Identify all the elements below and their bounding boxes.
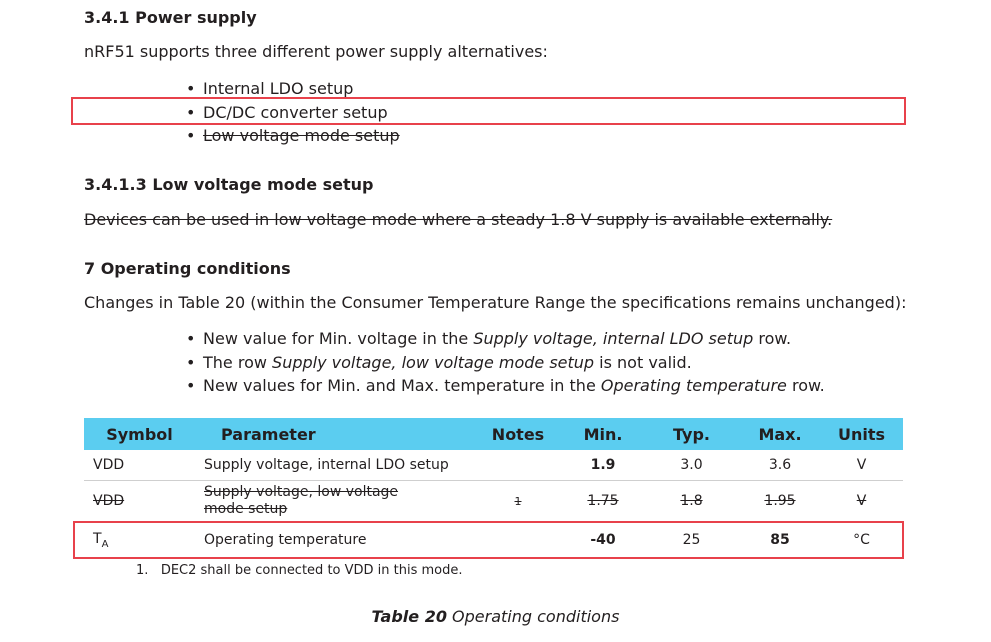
col-header-max: Max. xyxy=(740,418,820,450)
operating-conditions-table: Symbol Parameter Notes Min. Typ. Max. Un… xyxy=(84,418,903,559)
highlight-box-operating-temperature xyxy=(73,521,904,559)
cell-notes xyxy=(473,450,563,481)
cell-units: V xyxy=(820,480,903,522)
cell-max: 85 xyxy=(740,521,820,559)
bullet-icon: • xyxy=(186,126,196,145)
cell-notes xyxy=(473,521,563,559)
power-supply-list: • Internal LDO setup • DC/DC converter set… xyxy=(186,77,400,148)
list-item: • New value for Min. voltage in the Suppl… xyxy=(186,327,825,351)
list-item: • The row Supply voltage, low voltage mod… xyxy=(186,351,825,375)
table-footnote: 1. DEC2 shall be connected to VDD in thi… xyxy=(136,563,463,578)
list-item: • DC/DC converter setup xyxy=(186,101,400,125)
bullet-icon: • xyxy=(186,352,196,372)
cell-max: 3.6 xyxy=(740,450,820,481)
table-row: TA Operating temperature -40 25 85 °C xyxy=(84,521,903,559)
col-header-units: Units xyxy=(820,418,903,450)
list-item: • New values for Min. and Max. temperatur… xyxy=(186,374,825,398)
section-heading-operating-conditions: 7 Operating conditions xyxy=(84,259,291,278)
cell-min: -40 xyxy=(563,521,643,559)
table-row: VDD Supply voltage, internal LDO setup 1… xyxy=(84,450,903,481)
cell-notes: 1 xyxy=(473,480,563,522)
col-header-typ: Typ. xyxy=(643,418,740,450)
table-header-row: Symbol Parameter Notes Min. Typ. Max. Un… xyxy=(84,418,903,450)
power-supply-intro: nRF51 supports three different power sup… xyxy=(84,42,548,61)
low-voltage-body: Devices can be used in low voltage mode … xyxy=(84,210,833,229)
highlight-box-dcdc xyxy=(71,97,906,125)
cell-symbol: VDD xyxy=(84,450,195,481)
cell-symbol: VDD xyxy=(84,480,195,522)
bullet-icon: • xyxy=(186,376,196,395)
col-header-min: Min. xyxy=(563,418,643,450)
operating-conditions-intro: Changes in Table 20 (within the Consumer… xyxy=(84,293,907,312)
cell-parameter: Supply voltage, low voltage mode setup xyxy=(195,480,473,522)
cell-typ: 1.8 xyxy=(643,480,740,522)
col-header-parameter: Parameter xyxy=(195,418,473,450)
cell-min: 1.75 xyxy=(563,480,643,522)
list-item: • Low voltage mode setup xyxy=(186,124,400,148)
list-item: • Internal LDO setup xyxy=(186,77,400,101)
section-heading-power-supply: 3.4.1 Power supply xyxy=(84,8,257,27)
col-header-symbol: Symbol xyxy=(84,418,195,450)
col-header-notes: Notes xyxy=(473,418,563,450)
bullet-icon: • xyxy=(186,329,196,348)
cell-min: 1.9 xyxy=(563,450,643,481)
table-row: VDD Supply voltage, low voltage mode set… xyxy=(84,480,903,522)
bullet-icon: • xyxy=(186,102,196,122)
cell-parameter: Supply voltage, internal LDO setup xyxy=(195,450,473,481)
cell-typ: 3.0 xyxy=(643,450,740,481)
cell-units: V xyxy=(820,450,903,481)
bullet-icon: • xyxy=(186,79,196,98)
table-caption: Table 20 Operating conditions xyxy=(371,607,620,626)
section-heading-low-voltage: 3.4.1.3 Low voltage mode setup xyxy=(84,175,374,194)
cell-typ: 25 xyxy=(643,521,740,559)
cell-max: 1.95 xyxy=(740,480,820,522)
changes-list: • New value for Min. voltage in the Suppl… xyxy=(186,327,825,398)
cell-symbol: TA xyxy=(84,521,195,559)
